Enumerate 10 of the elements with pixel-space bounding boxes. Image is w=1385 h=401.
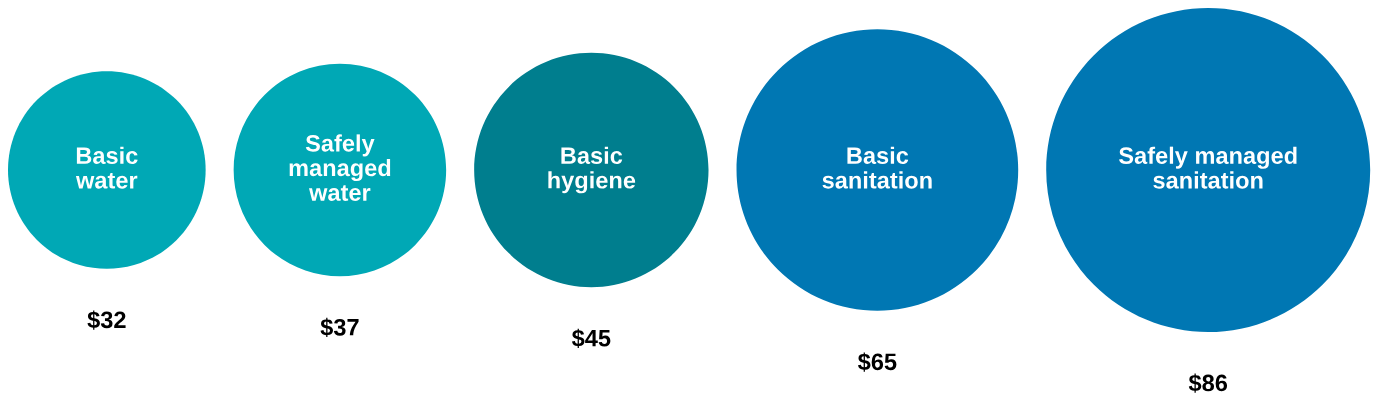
data-label: $45 xyxy=(571,328,611,349)
category-label: Basic hygiene xyxy=(548,146,636,194)
data-label: $86 xyxy=(1188,373,1228,393)
category-label: Safely managed sanitation xyxy=(1119,146,1297,189)
category-label: Basic sanitation xyxy=(822,146,932,189)
data-label: $37 xyxy=(320,317,359,338)
category-label: Safely managed water xyxy=(289,134,391,201)
data-label: $32 xyxy=(87,310,126,330)
category-label: Basic water xyxy=(75,146,138,189)
data-label: $65 xyxy=(857,352,897,372)
